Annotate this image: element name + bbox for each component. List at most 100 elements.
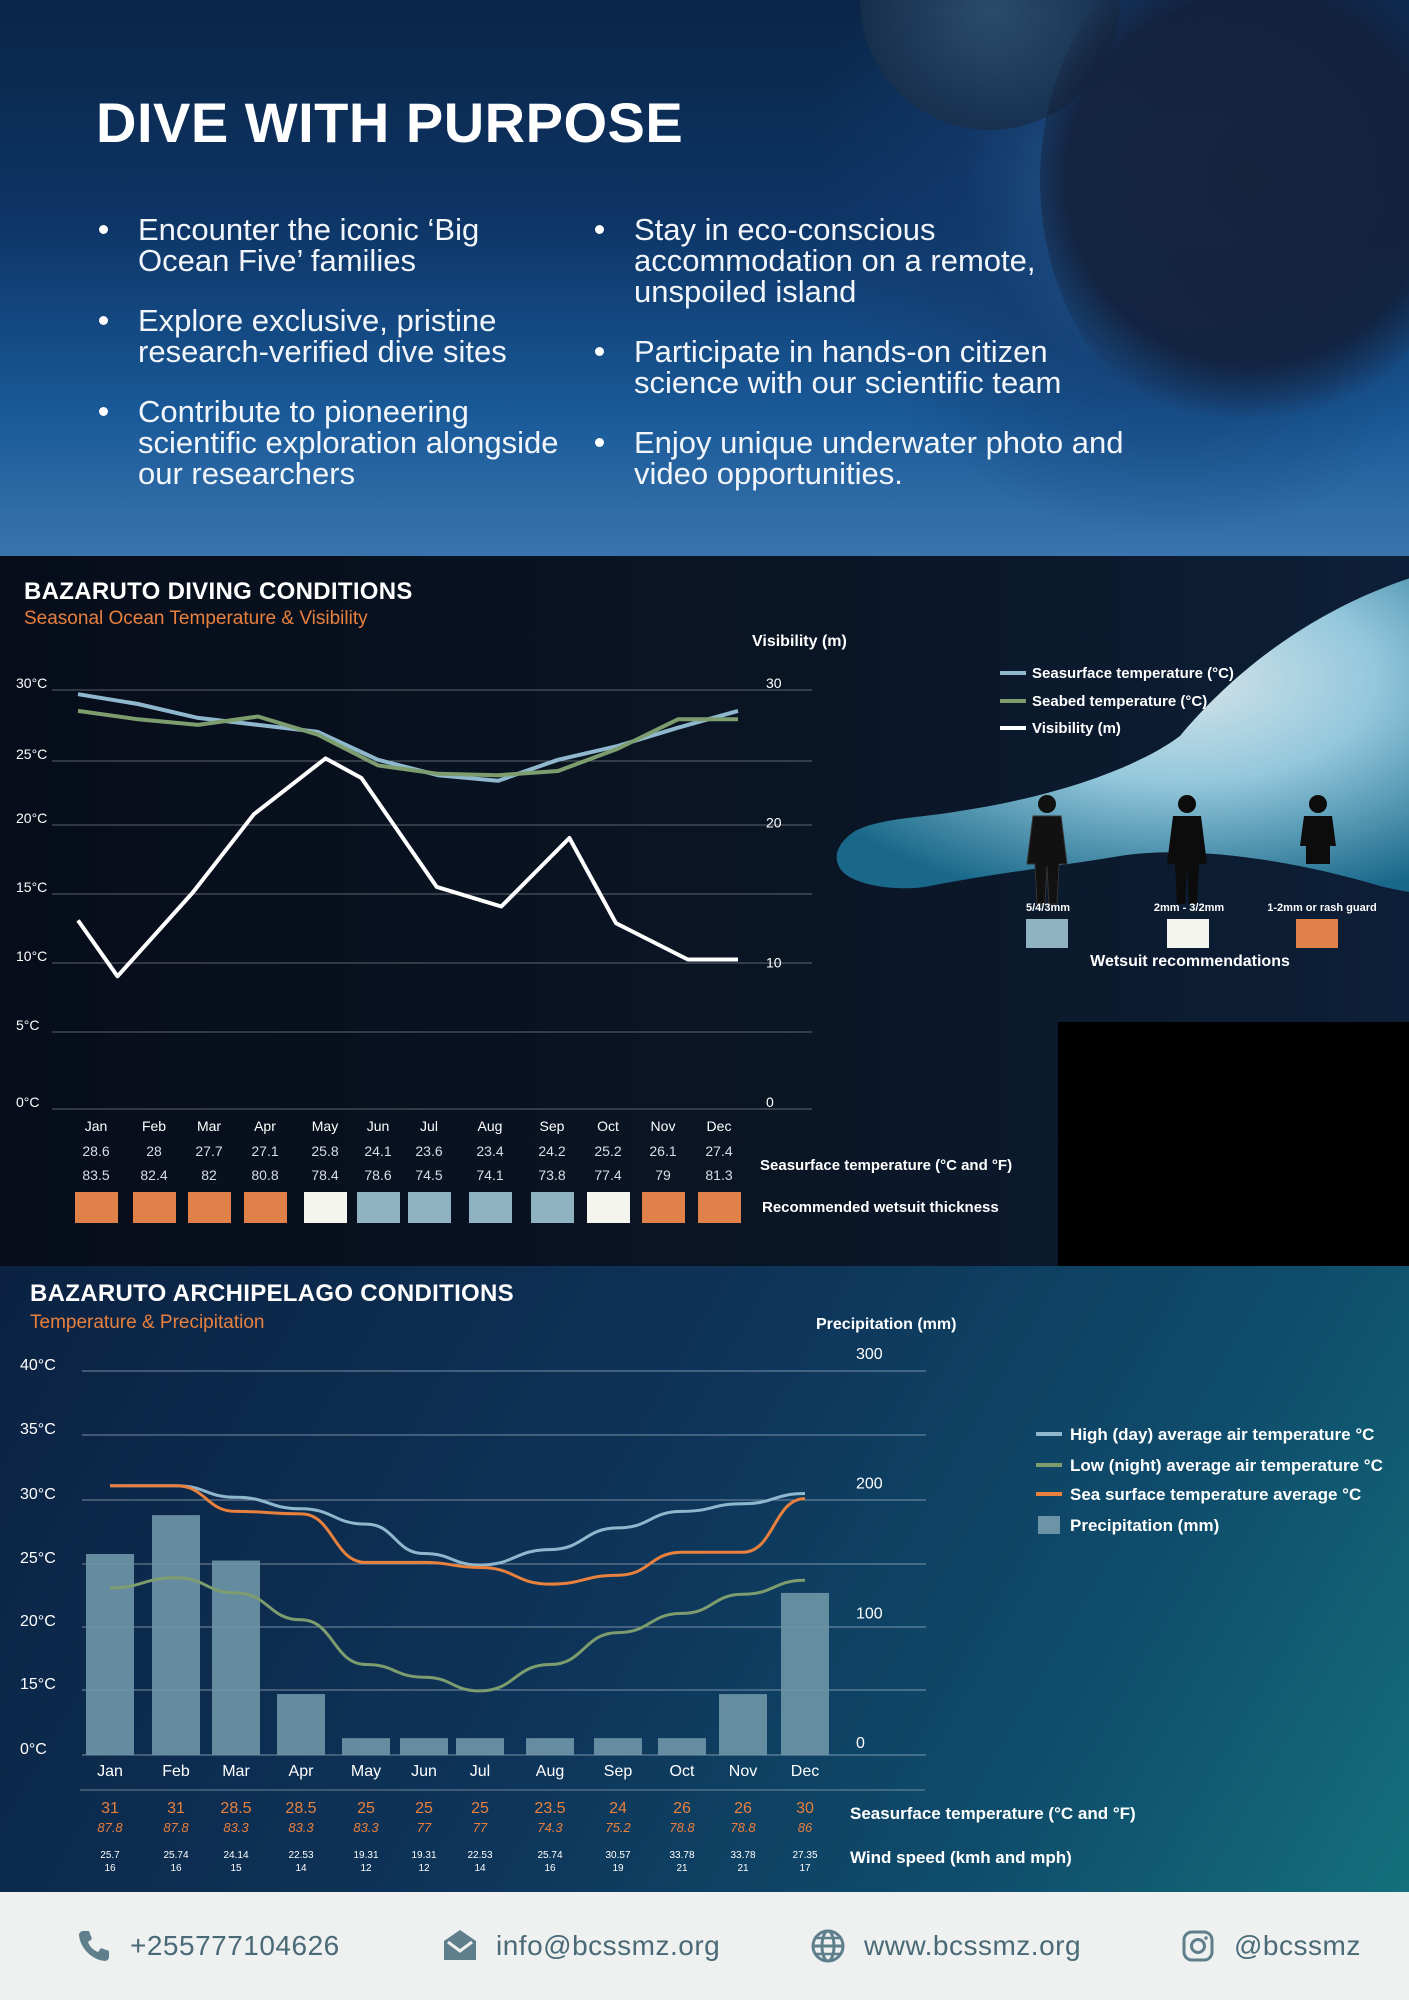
temp-c-cell: 23.5 [534,1800,565,1817]
legend: High (day) average air temperature °C Lo… [1036,1425,1383,1535]
temp-f-cell: 80.8 [251,1167,278,1183]
month-label: Nov [651,1118,676,1134]
month-label: Mar [222,1763,250,1780]
precipitation-bars [86,1515,829,1755]
archipelago-conditions-section: BAZARUTO ARCHIPELAGO CONDITIONS Temperat… [0,1266,1409,1892]
right-axis-label: Precipitation (mm) [816,1316,956,1333]
temp-f-cell: 74.1 [476,1167,503,1183]
temp-c-cell: 31 [101,1800,119,1817]
precipitation-bar [658,1738,706,1755]
wetsuit-cell [357,1192,400,1223]
wind-mph-cell: 21 [676,1863,688,1874]
precipitation-bar [152,1515,200,1755]
instagram-handle[interactable]: @bcssmz [1234,1930,1361,1961]
series-line [109,1576,806,1693]
legend-item: Seabed temperature (°C) [1032,693,1207,710]
month-label: Jan [97,1763,123,1780]
website-url[interactable]: www.bcssmz.org [864,1930,1082,1961]
wind-mph-cell: 12 [418,1863,430,1874]
left-tick-label: 5°C [16,1017,40,1033]
contact-footer: +255777104626 info@bcssmz.org www.bcssmz… [0,1892,1409,2000]
wetsuit-full-icon [1026,795,1068,905]
precipitation-bar [277,1694,325,1755]
month-label: Feb [162,1763,190,1780]
temp-f-cell: 83.3 [223,1820,249,1835]
email-contact[interactable]: info@bcssmz.org [440,1892,720,2000]
wind-mph-cell: 14 [295,1863,307,1874]
wetsuit-cell [188,1192,231,1223]
black-panel [1058,1022,1409,1266]
legend-item: High (day) average air temperature °C [1070,1425,1374,1444]
temp-c-cell: 27.1 [251,1143,278,1159]
bullet-item: Explore exclusive, pristine research-ver… [96,305,576,367]
right-tick-label: 0 [766,1094,774,1110]
wetsuit-shorty-icon [1300,795,1336,864]
temp-f-cell: 75.2 [605,1820,631,1835]
section-subtitle: Seasonal Ocean Temperature & Visibility [24,608,368,629]
bullet-list-right: Stay in eco-conscious accommodation on a… [592,214,1132,518]
temp-c-cell: 25.2 [594,1143,621,1159]
wind-mph-cell: 15 [230,1863,242,1874]
month-label: Mar [197,1118,221,1134]
series-line [110,1484,806,1567]
wetsuit-figures: 5/4/3mm 2mm - 3/2mm 1-2mm or rash guard … [1026,795,1377,970]
temp-c-cell: 28.6 [82,1143,109,1159]
right-axis-ticks: 300 200 100 0 [856,1346,883,1752]
left-tick-label: 40°C [20,1357,56,1374]
wetsuit-cell [133,1192,176,1223]
phone-icon [79,1931,109,1961]
instagram-contact[interactable]: @bcssmz [1178,1892,1361,2000]
wind-kmh-cell: 33.78 [730,1850,755,1861]
left-tick-label: 25°C [20,1550,56,1567]
temp-f-cell: 79 [655,1167,671,1183]
temp-f-cell: 83.3 [353,1820,379,1835]
wetsuit-cell [304,1192,347,1223]
precipitation-bar [526,1738,574,1755]
left-axis-ticks: 40°C 35°C 30°C 25°C 20°C 15°C 0°C [20,1357,56,1758]
temp-c-cell: 25 [471,1800,489,1817]
right-tick-label: 300 [856,1346,883,1363]
row-temp-f: 87.8 87.8 83.3 83.3 83.3 77 77 74.3 75.2 78.8 78.8… [97,1820,813,1835]
temp-c-cell: 30 [796,1800,814,1817]
month-label: Dec [791,1763,819,1780]
temp-c-cell: 23.6 [415,1143,442,1159]
right-axis-label: Visibility (m) [752,633,847,650]
month-labels: Jan Feb Mar Apr May Jun Jul Aug Sep Oct Nov Dec [97,1763,819,1780]
legend-item: Visibility (m) [1032,720,1121,737]
temp-c-cell: 27.7 [195,1143,222,1159]
temp-c-cell: 28.5 [285,1800,316,1817]
section-title: BAZARUTO ARCHIPELAGO CONDITIONS [30,1280,514,1307]
left-tick-label: 0°C [16,1094,40,1110]
temp-c-cell: 25.8 [311,1143,338,1159]
wetsuit-cell [642,1192,685,1223]
temp-f-cell: 82 [201,1167,217,1183]
bullet-list-left: Encounter the iconic ‘Big Ocean Five’ fa… [96,214,576,518]
wetsuit-swatches [75,1192,741,1223]
precipitation-bar [400,1738,448,1755]
wetsuit-swatch-5mm [1026,919,1068,948]
email-address[interactable]: info@bcssmz.org [496,1930,721,1961]
legend-swatch [1038,1516,1060,1534]
website-contact[interactable]: www.bcssmz.org [808,1892,1081,2000]
wind-mph-cell: 16 [170,1863,182,1874]
section-title: BAZARUTO DIVING CONDITIONS [24,578,413,605]
wind-mph-cell: 12 [360,1863,372,1874]
phone-contact[interactable]: +255777104626 [74,1892,340,2000]
left-tick-label: 35°C [20,1421,56,1438]
month-label: Sep [540,1118,565,1134]
precipitation-bar [456,1738,504,1755]
wind-kmh-cell: 25.74 [163,1850,188,1861]
wetsuit-swatch-3mm [1167,919,1209,948]
wetsuit-cell [408,1192,451,1223]
temp-f-cell: 77 [417,1820,432,1835]
left-tick-label: 25°C [16,746,47,762]
hero-title: DIVE WITH PURPOSE [96,91,684,154]
wind-kmh-cell: 19.31 [353,1850,378,1861]
wetsuit-thin-icon [1167,795,1207,904]
temp-f-cell: 74.5 [415,1167,442,1183]
series-line [76,756,738,979]
phone-number[interactable]: +255777104626 [130,1930,340,1961]
left-tick-label: 10°C [16,948,47,964]
month-label: Jan [85,1118,108,1134]
temp-c-cell: 23.4 [476,1143,503,1159]
